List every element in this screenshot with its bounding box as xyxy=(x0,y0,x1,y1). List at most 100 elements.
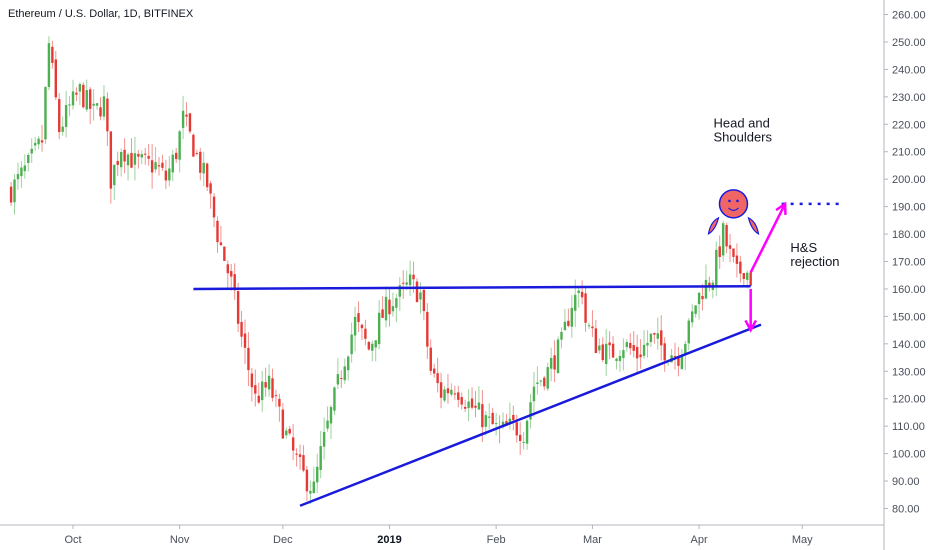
candle-up xyxy=(684,343,687,355)
candle-up xyxy=(171,154,174,173)
candle-up xyxy=(267,375,271,390)
candle-up xyxy=(37,138,40,145)
candle-up xyxy=(168,168,171,181)
candle-down xyxy=(591,326,594,329)
candle-up xyxy=(615,358,618,362)
candle-up xyxy=(23,165,27,172)
candle-up xyxy=(529,402,532,420)
candle-up xyxy=(419,292,422,300)
candle-up xyxy=(309,490,312,494)
candle-up xyxy=(347,356,350,371)
candle-down xyxy=(446,388,450,394)
candle-down xyxy=(567,320,570,326)
candle-down xyxy=(584,293,587,323)
x-tick-label: May xyxy=(792,534,813,546)
pattern-label: Shoulders xyxy=(713,129,772,144)
candle-down xyxy=(150,160,154,173)
candle-down xyxy=(254,385,257,394)
candle-down xyxy=(367,341,371,350)
candle-down xyxy=(677,356,680,366)
candle-up xyxy=(395,298,398,308)
candle-up xyxy=(102,96,106,117)
y-tick-label: 140.00 xyxy=(892,339,926,351)
candle-up xyxy=(574,294,577,311)
arrow-shaft xyxy=(749,203,787,274)
candle-up xyxy=(494,423,498,425)
candle-down xyxy=(216,220,219,243)
candle-down xyxy=(291,437,295,451)
candle-down xyxy=(219,242,223,246)
candle-up xyxy=(563,321,567,331)
rejection-label: H&S xyxy=(790,240,817,255)
candle-up xyxy=(85,90,88,110)
y-tick-label: 90.00 xyxy=(892,476,920,488)
candle-down xyxy=(412,274,415,280)
candle-up xyxy=(488,416,491,418)
candle-up xyxy=(536,382,539,384)
y-tick-label: 110.00 xyxy=(892,421,925,433)
y-tick-label: 250.00 xyxy=(892,37,926,49)
candle-up xyxy=(642,344,646,356)
y-axis[interactable]: 260.00 250.00 240.00 230.00 220.00 210.00 200.… xyxy=(883,0,926,550)
candle-down xyxy=(212,196,216,218)
candle-down xyxy=(474,405,477,408)
candle-down xyxy=(725,225,728,247)
candle-up xyxy=(715,249,718,286)
candle-down xyxy=(75,92,78,95)
candle-up xyxy=(546,367,549,389)
candle-up xyxy=(532,386,536,402)
candle-down xyxy=(264,382,267,388)
candle-up xyxy=(326,420,329,429)
candle-up xyxy=(477,402,481,410)
candle-down xyxy=(594,328,598,354)
candle-down xyxy=(732,248,735,257)
candle-up xyxy=(322,431,326,447)
candle-up xyxy=(68,104,71,106)
y-tick-label: 240.00 xyxy=(892,64,926,76)
candle-up xyxy=(625,342,629,348)
y-tick-label: 260.00 xyxy=(892,10,926,22)
face-eye xyxy=(728,199,731,203)
candle-down xyxy=(457,392,460,400)
candle-up xyxy=(704,279,708,299)
y-tick-label: 230.00 xyxy=(892,92,926,104)
candle-down xyxy=(728,245,732,249)
candle-down xyxy=(415,281,419,303)
candle-down xyxy=(175,152,178,160)
candle-up xyxy=(570,307,573,327)
candle-down xyxy=(281,409,285,439)
candle-up xyxy=(350,334,353,355)
candle-down xyxy=(288,428,291,434)
candle-up xyxy=(333,387,336,411)
candle-down xyxy=(515,422,518,436)
candle-up xyxy=(27,155,30,163)
candle-down xyxy=(360,324,364,329)
candle-down xyxy=(274,395,278,397)
target-up-arrow xyxy=(749,201,787,274)
candle-down xyxy=(357,313,360,323)
candle-up xyxy=(285,430,288,436)
candle-up xyxy=(61,126,64,132)
candle-down xyxy=(470,398,474,408)
candle-up xyxy=(353,316,357,336)
candle-down xyxy=(99,107,102,117)
candle-down xyxy=(608,342,611,346)
candle-up xyxy=(467,401,470,409)
x-axis[interactable]: Oct Nov Dec 2019 Feb Mar Apr May xyxy=(0,524,884,546)
candle-down xyxy=(271,378,274,398)
candle-down xyxy=(340,377,343,379)
candle-down xyxy=(453,393,457,395)
candle-up xyxy=(133,153,137,165)
candle-down xyxy=(491,412,494,425)
candle-down xyxy=(226,264,229,274)
candle-down xyxy=(422,289,426,312)
candle-down xyxy=(164,170,168,181)
candle-down xyxy=(199,151,202,173)
candle-down xyxy=(749,272,752,286)
y-tick-label: 160.00 xyxy=(892,284,926,296)
candle-down xyxy=(639,354,642,358)
candle-up xyxy=(622,350,625,359)
candle-down xyxy=(635,346,639,359)
candle-down xyxy=(144,153,147,155)
candle-down xyxy=(460,397,463,405)
